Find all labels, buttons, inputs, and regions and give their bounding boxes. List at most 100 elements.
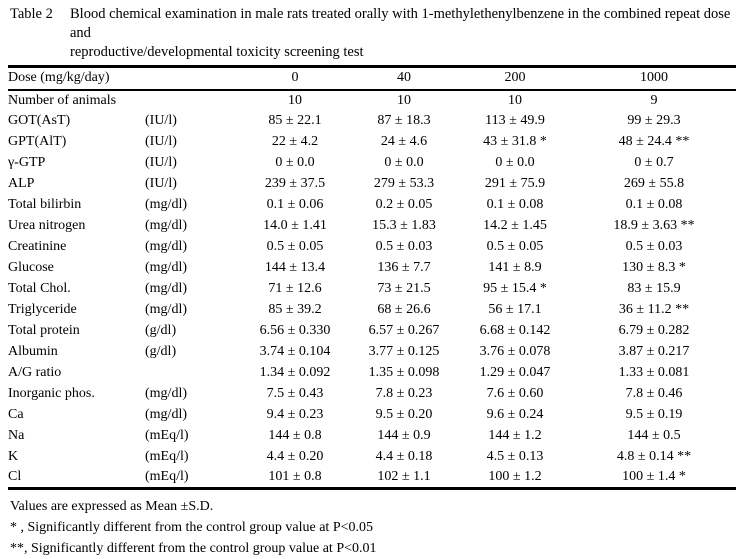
- value-cell: 85 ± 39.2: [268, 302, 322, 317]
- table-row: γ-GTP (IU/l) 0 ± 0.0 0 ± 0.0 0 ± 0.0 0 ±…: [8, 153, 736, 174]
- value-cell: 9.4 ± 0.23: [266, 407, 324, 422]
- value-cell: 56 ± 17.1: [488, 302, 542, 317]
- dose-column-header: Dose (mg/kg/day): [8, 70, 110, 86]
- value-cell: 87 ± 18.3: [377, 113, 431, 128]
- table-row: ALP (IU/l) 239 ± 37.5 279 ± 53.3 291 ± 7…: [8, 174, 736, 195]
- value-cell: 6.56 ± 0.330: [259, 323, 331, 338]
- value-cell: 99 ± 29.3: [627, 113, 681, 128]
- value-cell: 9.5 ± 0.19: [625, 407, 683, 422]
- value-cell: 100 ± 1.2: [488, 469, 542, 485]
- param-cell: Na: [8, 428, 25, 443]
- value-cell: 1.29 ± 0.047: [479, 365, 551, 380]
- table-row: Glucose (mg/dl) 144 ± 13.4 136 ± 7.7 141…: [8, 258, 736, 279]
- unit-cell: (IU/l): [145, 113, 177, 128]
- value-cell: 0.1 ± 0.08: [486, 197, 544, 212]
- value-cell: 291 ± 75.9: [484, 176, 546, 191]
- value-cell: 36 ± 11.2 **: [618, 302, 690, 317]
- value-cell: 130 ± 8.3 *: [622, 260, 686, 275]
- table-row: GPT(AlT) (IU/l) 22 ± 4.2 24 ± 4.6 43 ± 3…: [8, 132, 736, 153]
- footnote-mean-sd: Values are expressed as Mean ±S.D.: [10, 499, 214, 514]
- value-cell: 9: [650, 92, 658, 108]
- value-cell: 15.3 ± 1.83: [372, 218, 436, 233]
- value-cell: 14.2 ± 1.45: [483, 218, 547, 233]
- value-cell: 269 ± 55.8: [623, 176, 685, 191]
- unit-cell: (g/dl): [145, 344, 177, 359]
- table-row: Cl (mEq/l) 101 ± 0.8 102 ± 1.1 100 ± 1.2…: [8, 468, 736, 489]
- value-cell: 18.9 ± 3.63 **: [613, 218, 695, 233]
- value-cell: 3.74 ± 0.104: [259, 344, 331, 359]
- unit-cell: (mg/dl): [145, 407, 187, 422]
- value-cell: 144 ± 1.2: [488, 428, 542, 443]
- value-cell: 1.35 ± 0.098: [368, 365, 440, 380]
- param-cell: γ-GTP: [8, 155, 46, 170]
- unit-cell: (mg/dl): [145, 386, 187, 401]
- table-row: Total bilirbin (mg/dl) 0.1 ± 0.06 0.2 ± …: [8, 195, 736, 216]
- table-number: Table 2: [10, 6, 53, 22]
- value-cell: 0.5 ± 0.05: [266, 239, 324, 254]
- blood-chemistry-table: Dose (mg/kg/day) 0 40 200 1000 Number of…: [8, 65, 737, 490]
- value-cell: 4.4 ± 0.20: [266, 449, 324, 464]
- unit-cell: [145, 363, 240, 384]
- unit-cell: (g/dl): [145, 323, 177, 338]
- dose-200-header: 200: [504, 70, 526, 86]
- param-cell: Urea nitrogen: [8, 218, 86, 233]
- param-cell: Ca: [8, 407, 24, 422]
- param-cell: ALP: [8, 176, 35, 191]
- value-cell: 0.2 ± 0.05: [375, 197, 433, 212]
- value-cell: 71 ± 12.6: [268, 281, 322, 296]
- value-cell: 4.4 ± 0.18: [375, 449, 433, 464]
- value-cell: 144 ± 0.8: [268, 428, 322, 443]
- param-cell: Creatinine: [8, 239, 67, 254]
- param-cell: GOT(AsT): [8, 113, 71, 128]
- value-cell: 6.57 ± 0.267: [368, 323, 440, 338]
- value-cell: 0.1 ± 0.08: [625, 197, 683, 212]
- value-cell: 9.6 ± 0.24: [486, 407, 544, 422]
- table-row: Number of animals 10 10 10 9: [8, 90, 736, 111]
- value-cell: 136 ± 7.7: [377, 260, 431, 275]
- value-cell: 0.5 ± 0.05: [486, 239, 544, 254]
- value-cell: 7.8 ± 0.46: [625, 386, 683, 401]
- value-cell: 1.34 ± 0.092: [259, 365, 331, 380]
- value-cell: 83 ± 15.9: [627, 281, 681, 296]
- table-row: Creatinine (mg/dl) 0.5 ± 0.05 0.5 ± 0.03…: [8, 237, 736, 258]
- table-header-row: Dose (mg/kg/day) 0 40 200 1000: [8, 67, 737, 90]
- param-cell: A/G ratio: [8, 365, 62, 380]
- value-cell: 0 ± 0.0: [384, 155, 424, 170]
- value-cell: 4.5 ± 0.13: [486, 449, 544, 464]
- value-cell: 1.33 ± 0.081: [618, 365, 690, 380]
- value-cell: 141 ± 8.9: [488, 260, 542, 275]
- unit-cell: (mg/dl): [145, 260, 187, 275]
- value-cell: 144 ± 0.5: [627, 428, 681, 443]
- unit-cell: (mg/dl): [145, 197, 187, 212]
- value-cell: 48 ± 24.4 **: [618, 134, 690, 149]
- value-cell: 85 ± 22.1: [268, 113, 322, 128]
- unit-cell: (mg/dl): [145, 281, 187, 296]
- value-cell: 101 ± 0.8: [268, 469, 322, 485]
- value-cell: 100 ± 1.4 *: [622, 469, 686, 485]
- table-row: Total Chol. (mg/dl) 71 ± 12.6 73 ± 21.5 …: [8, 279, 736, 300]
- value-cell: 0 ± 0.0: [495, 155, 535, 170]
- table-row: Ca (mg/dl) 9.4 ± 0.23 9.5 ± 0.20 9.6 ± 0…: [8, 405, 736, 426]
- unit-cell: (mEq/l): [145, 428, 189, 443]
- value-cell: 95 ± 15.4 *: [483, 281, 547, 296]
- value-cell: 10: [397, 92, 412, 108]
- value-cell: 43 ± 31.8 *: [483, 134, 547, 149]
- table-caption-line-1: Blood chemical examination in male rats …: [70, 6, 731, 41]
- footnote-p001: **, Significantly different from the con…: [10, 541, 377, 556]
- value-cell: 10: [508, 92, 523, 108]
- value-cell: 9.5 ± 0.20: [375, 407, 433, 422]
- unit-cell: (IU/l): [145, 155, 177, 170]
- unit-cell: [145, 90, 240, 111]
- param-cell: K: [8, 449, 19, 464]
- value-cell: 22 ± 4.2: [271, 134, 319, 149]
- value-cell: 102 ± 1.1: [377, 469, 431, 485]
- value-cell: 6.68 ± 0.142: [479, 323, 551, 338]
- unit-cell: (IU/l): [145, 134, 177, 149]
- unit-cell: (mg/dl): [145, 218, 187, 233]
- table-row: Total protein (g/dl) 6.56 ± 0.330 6.57 ±…: [8, 321, 736, 342]
- table-caption-line-2: reproductive/developmental toxicity scre…: [70, 44, 364, 60]
- unit-cell: (mEq/l): [145, 469, 189, 485]
- value-cell: 0.5 ± 0.03: [625, 239, 683, 254]
- param-cell: Glucose: [8, 260, 54, 275]
- footnote-p005: * , Significantly different from the con…: [10, 520, 374, 535]
